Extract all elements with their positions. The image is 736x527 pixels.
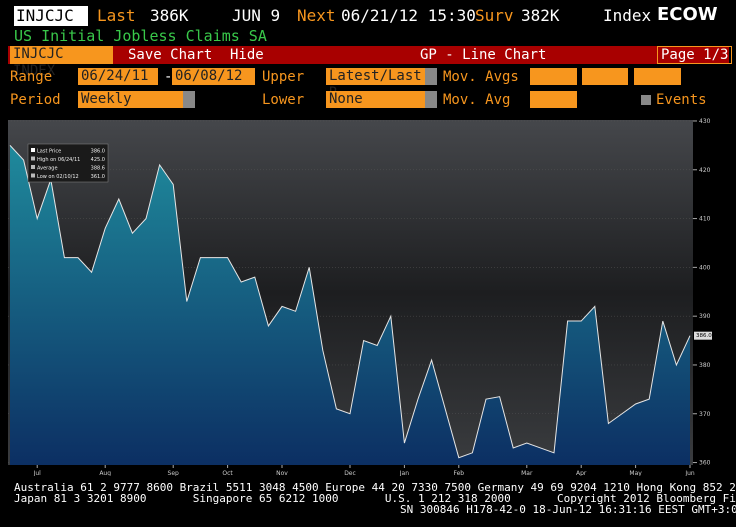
last-price-tag — [694, 331, 712, 340]
label: Period — [10, 92, 61, 108]
label: Surv — [475, 6, 514, 25]
label: Last — [97, 6, 136, 25]
y-tick-label: 380 — [699, 362, 711, 369]
input[interactable] — [530, 91, 577, 108]
x-tick-label: Oct — [222, 470, 233, 476]
legend-label: Average — [37, 166, 58, 172]
legend-label: Last Price — [37, 149, 61, 155]
code: ECOW — [657, 4, 718, 25]
x-tick-label: Jun — [684, 470, 695, 476]
footer-line: Australia 61 2 9777 8600 Brazil 5511 304… — [14, 481, 736, 494]
value: 06/21/12 15:30 — [341, 6, 476, 25]
label: Upper — [262, 69, 305, 85]
y-tick-label: 370 — [699, 411, 711, 418]
y-tick-label: 410 — [699, 216, 711, 223]
area — [10, 145, 690, 465]
legend-label: Low on 02/10/12 — [37, 174, 79, 180]
x-tick-label: Sep — [168, 470, 180, 476]
legend-value: 425.0 — [91, 157, 105, 163]
label: Next — [297, 6, 336, 25]
line — [9, 145, 691, 459]
x-tick-label: Nov — [276, 470, 288, 476]
last-price-label: 386.0 — [696, 333, 712, 339]
legend-value: 388.6 — [91, 166, 105, 172]
x-tick-label: Jan — [399, 470, 409, 476]
chart-name: GP - Line Chart — [420, 47, 547, 63]
legend-swatch — [31, 156, 35, 161]
chart: 360 370 380 390 400 410 420 430 Jul Aug Sep Oct Nov D… — [8, 118, 712, 476]
button[interactable]: Hide — [230, 47, 264, 63]
toolbar — [8, 46, 729, 64]
separator: - — [164, 69, 173, 85]
x-tick-label: Aug — [99, 470, 111, 476]
x-tick-label: May — [629, 470, 642, 476]
x-tick-label: Dec — [344, 470, 356, 476]
label: Mov. Avgs — [443, 69, 519, 85]
legend-value: 361.0 — [91, 174, 105, 180]
legend-swatch — [31, 173, 35, 178]
button[interactable]: Save Chart — [128, 47, 213, 63]
dropdown[interactable]: None — [326, 91, 437, 108]
date-field[interactable]: 06/24/11 — [78, 68, 158, 85]
dropdown[interactable]: Latest/Last R — [326, 68, 437, 101]
footer-line: SN 300846 H178-42-0 18-Jun-12 16:31:16 E… — [400, 503, 736, 516]
y-tick-label: 360 — [699, 460, 711, 467]
security-field[interactable]: INJCJC INDEX — [10, 46, 113, 79]
y-tick-label: 400 — [699, 264, 711, 271]
label: Mov. Avg — [443, 92, 511, 108]
label: Events — [656, 92, 707, 108]
page-indicator[interactable]: Page 1/3 — [657, 46, 733, 64]
x-tick-label: Mar — [521, 470, 533, 476]
input[interactable] — [530, 68, 577, 85]
ticker-field[interactable]: INJCJC — [14, 6, 88, 26]
x-tick-label: Apr — [576, 470, 587, 476]
legend-label: High on 06/24/11 — [37, 157, 80, 163]
y-tick-label: 390 — [699, 313, 711, 320]
date-field[interactable]: 06/08/12 — [172, 68, 255, 85]
dropdown[interactable]: Weekly — [78, 91, 195, 108]
label: Range — [10, 69, 53, 85]
footer-line: Japan 81 3 3201 8900 Singapore 65 6212 1… — [14, 492, 736, 505]
input[interactable] — [582, 68, 628, 85]
y-tick-label: 420 — [699, 167, 711, 174]
label: Index — [603, 6, 652, 25]
legend-swatch — [31, 148, 35, 152]
y-tick-label: 430 — [699, 118, 711, 125]
value: 386K — [150, 6, 189, 25]
value: JUN 9 — [232, 6, 281, 25]
value: 382K — [521, 6, 560, 25]
legend-value: 386.0 — [91, 149, 105, 155]
label: Lower — [262, 92, 305, 108]
input[interactable] — [634, 68, 681, 85]
legend-box — [27, 143, 109, 183]
x-tick-label: Feb — [453, 470, 464, 476]
title: US Initial Jobless Claims SA — [14, 27, 267, 45]
x-tick-label: Jul — [33, 470, 42, 476]
legend-swatch — [31, 165, 35, 169]
checkbox[interactable] — [641, 95, 651, 105]
